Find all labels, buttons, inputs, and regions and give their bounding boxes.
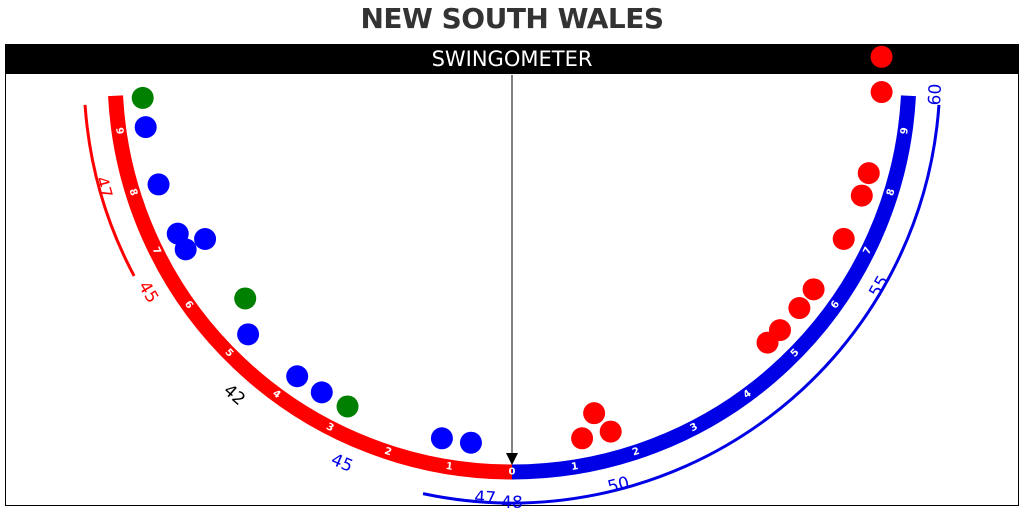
tick-right-2: 2 bbox=[631, 446, 641, 459]
seat-marker-0 bbox=[131, 86, 154, 109]
seat-markers bbox=[131, 45, 893, 454]
tick-right-3: 3 bbox=[688, 421, 699, 434]
tick-left-3: 3 bbox=[324, 421, 335, 434]
seat-marker-5 bbox=[194, 228, 217, 251]
seat-marker-2 bbox=[147, 173, 170, 196]
seat-marker-22 bbox=[857, 162, 880, 185]
threshold-arc-left bbox=[83, 104, 136, 277]
band-left bbox=[108, 95, 513, 480]
seat-marker-18 bbox=[788, 297, 811, 320]
page-title: NEW SOUTH WALES bbox=[360, 2, 664, 35]
swingometer-header: SWINGOMETER bbox=[6, 45, 1018, 74]
seat-marker-1 bbox=[134, 116, 157, 139]
tick-left-2: 2 bbox=[383, 446, 393, 459]
tick-right-1: 1 bbox=[570, 461, 579, 473]
tick-right-7: 7 bbox=[861, 245, 874, 256]
seat-label-5: 48 bbox=[501, 493, 523, 512]
seat-marker-21 bbox=[850, 184, 873, 207]
seat-label-4: 47 bbox=[474, 487, 497, 508]
seat-marker-20 bbox=[832, 227, 855, 250]
tick-right-9: 9 bbox=[899, 127, 911, 135]
tick-right-8: 8 bbox=[885, 187, 898, 197]
pointer-arrow bbox=[506, 453, 518, 465]
tick-left-8: 8 bbox=[126, 187, 139, 197]
tick-left-7: 7 bbox=[150, 245, 163, 256]
swingometer-panel: SWINGOMETER bbox=[5, 44, 1019, 506]
tick-left-1: 1 bbox=[445, 461, 454, 473]
tick-center: 0 bbox=[509, 467, 516, 478]
tick-left-9: 9 bbox=[113, 127, 125, 135]
threshold-arc-right bbox=[422, 104, 941, 505]
outer-arcs bbox=[83, 104, 941, 505]
seat-marker-10 bbox=[336, 395, 359, 418]
seat-marker-4 bbox=[174, 238, 197, 261]
seat-marker-12 bbox=[459, 431, 482, 454]
seat-marker-9 bbox=[310, 381, 333, 404]
seat-label-2: 42 bbox=[219, 381, 248, 410]
seat-marker-23 bbox=[870, 81, 893, 104]
seat-label-6: 50 bbox=[606, 473, 632, 498]
center-pointer bbox=[506, 75, 518, 465]
seat-marker-14 bbox=[583, 402, 606, 425]
seat-marker-24 bbox=[870, 45, 893, 68]
seat-marker-15 bbox=[599, 420, 622, 443]
seat-label-8: 60 bbox=[925, 83, 946, 106]
seat-marker-19 bbox=[802, 278, 825, 301]
seat-marker-17 bbox=[768, 319, 791, 342]
seat-marker-11 bbox=[430, 427, 453, 450]
seat-marker-6 bbox=[234, 287, 257, 310]
seat-label-0: 47 bbox=[91, 174, 116, 200]
seat-label-3: 45 bbox=[328, 450, 356, 477]
seat-label-1: 45 bbox=[134, 278, 162, 307]
swing-band bbox=[108, 95, 916, 480]
band-right bbox=[511, 95, 916, 480]
seat-marker-13 bbox=[571, 427, 594, 450]
seat-marker-7 bbox=[237, 323, 260, 346]
seat-marker-8 bbox=[286, 365, 309, 388]
